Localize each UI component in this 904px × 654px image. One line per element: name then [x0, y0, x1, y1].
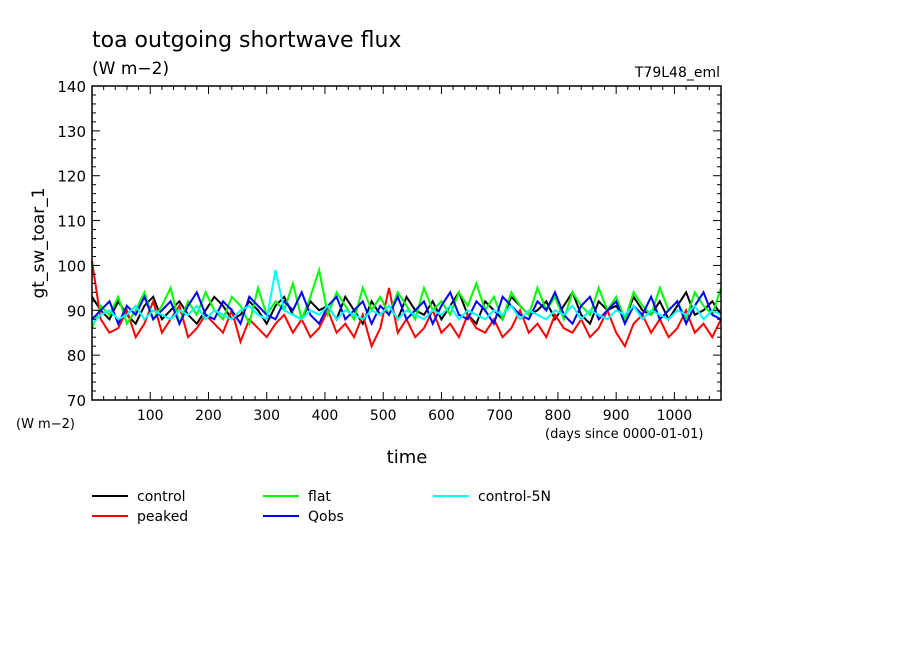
- legend-label-2: flat: [308, 489, 331, 505]
- legend-label-1: peaked: [137, 509, 188, 525]
- y-tick-label: 120: [57, 168, 86, 186]
- y-tick-label: 130: [57, 123, 86, 141]
- x-tick-label: 600: [428, 408, 455, 424]
- y-axis-label: gt_sw_toar_1: [29, 187, 49, 298]
- legend-label-0: control: [137, 489, 186, 505]
- legend-label-3: Qobs: [308, 509, 344, 525]
- y-tick-label: 100: [57, 257, 86, 275]
- series-line-4: [91, 269, 722, 325]
- legend-label-4: control-5N: [478, 489, 551, 505]
- run-label: T79L48_eml: [634, 65, 720, 81]
- x-tick-label: 500: [370, 408, 397, 424]
- y-tick-label: 110: [57, 213, 86, 231]
- legend: control peaked flat Qobs control-5N: [92, 489, 551, 525]
- chart-subtitle-unit: (W m−2): [92, 59, 169, 79]
- x-axis-label: time: [387, 447, 428, 468]
- x-tick-label: 400: [312, 408, 339, 424]
- series-layer: [91, 260, 722, 350]
- series-line-3: [91, 289, 722, 327]
- x-tick-label: 900: [603, 408, 630, 424]
- x-axis-unit: (days since 0000-01-01): [545, 427, 703, 442]
- x-tick-label: 200: [195, 408, 222, 424]
- series-line-0: [91, 290, 722, 326]
- x-tick-label: 300: [253, 408, 280, 424]
- x-tick-label: 800: [545, 408, 572, 424]
- series-line-2: [91, 265, 722, 329]
- x-tick-label: 100: [137, 408, 164, 424]
- plot-frame: [91, 85, 722, 401]
- chart-title: toa outgoing shortwave flux: [92, 28, 401, 53]
- y-axis-unit: (W m−2): [16, 417, 75, 432]
- x-tick-label: 1000: [657, 408, 693, 424]
- ticks-layer: 100 200 300 400 500 600 700 800 900 1000 70 80 90 100…: [57, 78, 721, 424]
- x-tick-label: 700: [486, 408, 513, 424]
- y-tick-label: 70: [67, 392, 86, 410]
- y-tick-label: 80: [67, 347, 86, 365]
- y-tick-label: 90: [67, 302, 86, 320]
- y-tick-label: 140: [57, 78, 86, 96]
